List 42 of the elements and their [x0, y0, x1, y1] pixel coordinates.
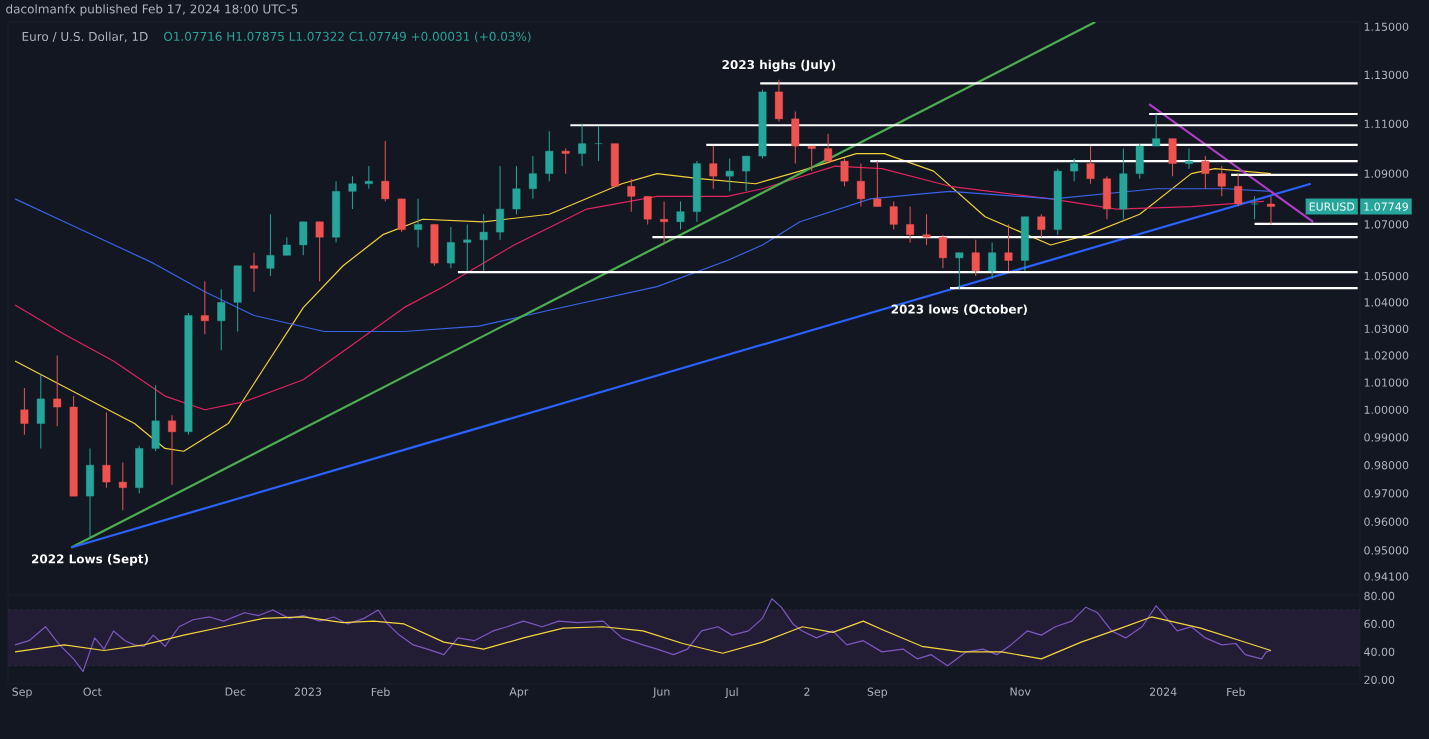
- y-tick-label: 1.09000: [1364, 169, 1409, 178]
- annotation: 2023 highs (July): [722, 59, 836, 72]
- y-tick-label: 20.00: [1364, 675, 1395, 684]
- y-tick-label: 40.00: [1364, 647, 1395, 657]
- y-tick-label: 0.98000: [1364, 461, 1409, 470]
- y-tick-label: 1.13000: [1364, 70, 1409, 80]
- y-tick-label: 1.02000: [1364, 351, 1409, 360]
- x-tick-label: Sep: [867, 687, 888, 698]
- y-tick-label: 0.95000: [1364, 546, 1409, 555]
- y-tick-label: 1.07000: [1364, 220, 1409, 229]
- x-tick-label: Sep: [12, 687, 32, 698]
- x-tick-label: Feb: [1227, 687, 1245, 697]
- y-tick-label: 0.96000: [1364, 517, 1409, 526]
- y-tick-label: 1.00000: [1364, 405, 1409, 414]
- text: dacolmanfx published Feb 17, 2024 18:00 UTC-5: [6, 4, 298, 16]
- y-tick-label: 80.00: [1364, 591, 1395, 601]
- x-tick-label: Oct: [83, 687, 102, 696]
- x-tick-label: 2023: [294, 687, 322, 696]
- y-tick-label: 1.01000: [1364, 378, 1409, 387]
- annotation: 2023 lows (October): [891, 304, 1027, 316]
- text: Euro / U.S. Dollar, 1D: [22, 31, 148, 43]
- y-tick-label: 1.05000: [1364, 271, 1409, 281]
- annotation: EURUSD: [1309, 202, 1355, 211]
- y-tick-label: 0.97000: [1364, 489, 1409, 498]
- y-tick-label: 60.00: [1364, 619, 1395, 629]
- y-tick-label: 0.94100: [1364, 572, 1409, 581]
- y-tick-label: 1.03000: [1364, 324, 1409, 334]
- x-tick-label: Dec: [225, 687, 246, 696]
- x-tick-label: Feb: [371, 687, 390, 697]
- x-tick-label: Nov: [1010, 687, 1031, 696]
- text: 1.07749: [1364, 202, 1408, 211]
- x-tick-label: 2: [804, 687, 810, 696]
- annotation: 2022 Lows (Sept): [31, 554, 148, 566]
- x-tick-label: Jul: [724, 687, 738, 699]
- x-tick-label: Jun: [652, 687, 670, 698]
- x-tick-label: Apr: [509, 687, 529, 698]
- x-tick-label: 2024: [1149, 687, 1177, 696]
- text: O1.07716 H1.07875 L1.07322 C1.07749 +0.00031 (+0.03%): [164, 31, 531, 43]
- y-tick-label: 1.04000: [1364, 298, 1409, 307]
- y-tick-label: 1.15000: [1364, 22, 1409, 31]
- y-tick-label: 0.99000: [1364, 433, 1409, 442]
- y-tick-label: 1.11000: [1364, 119, 1409, 128]
